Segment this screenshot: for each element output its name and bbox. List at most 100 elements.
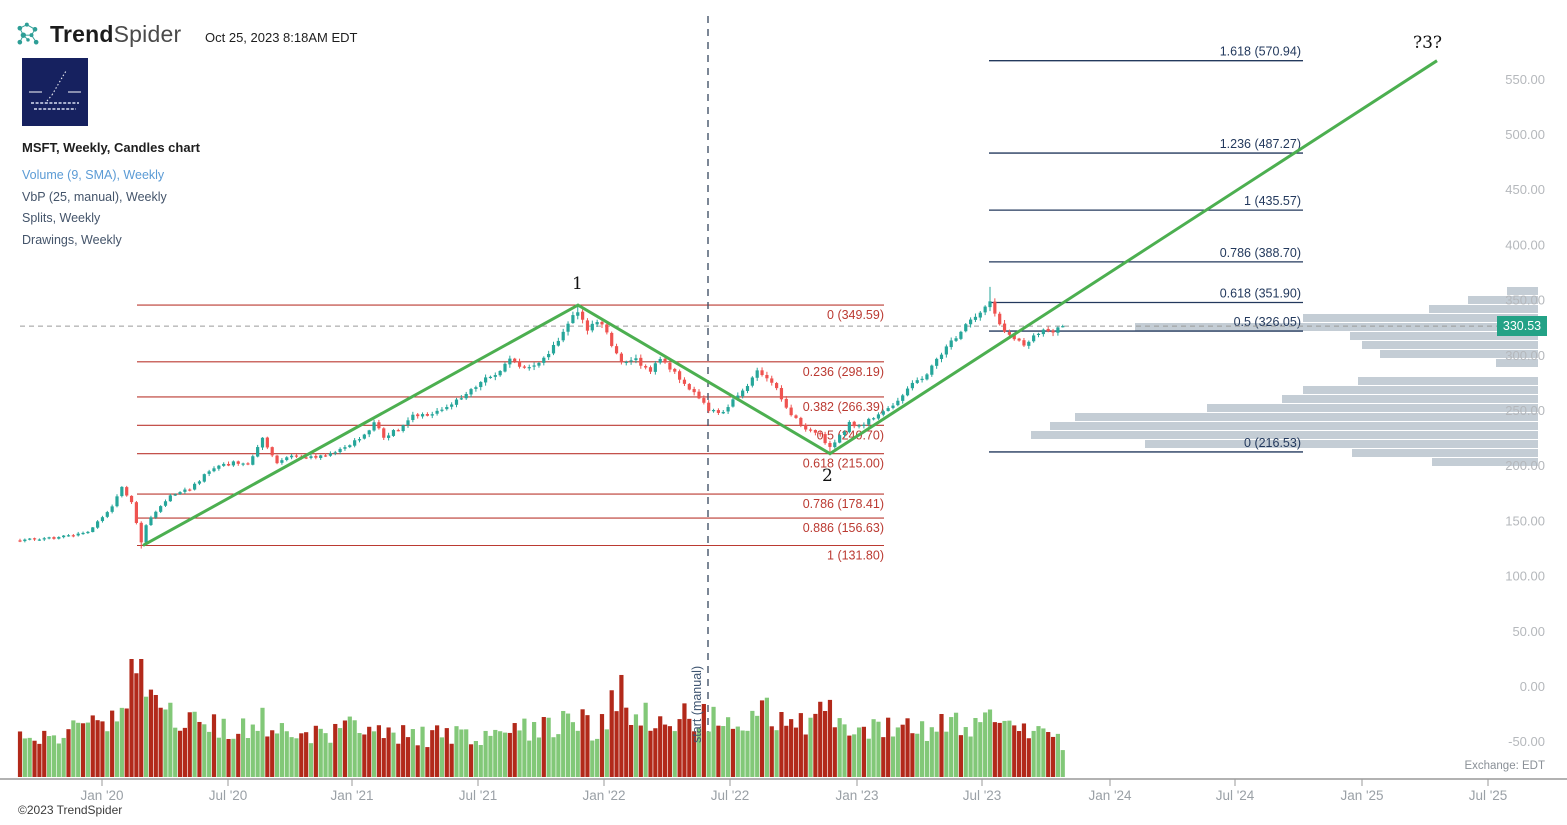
volume-bar <box>76 722 81 777</box>
volume-bar <box>177 730 183 777</box>
volume-bar <box>100 721 105 777</box>
candle-body <box>105 512 109 517</box>
candle-body <box>905 388 910 396</box>
candle-body <box>522 366 526 368</box>
fib-extension-label: 0 (216.53) <box>1244 436 1301 450</box>
fib-extension-label: 1.618 (570.94) <box>1220 45 1301 59</box>
volume-bar <box>692 731 697 777</box>
candle-body <box>86 531 90 534</box>
volume-bar <box>687 718 692 777</box>
x-axis-label: Jul '24 <box>1216 788 1255 803</box>
volume-bar <box>803 734 808 777</box>
candle-body <box>964 324 968 332</box>
volume-bar <box>328 742 333 777</box>
volume-bar <box>197 721 202 777</box>
volume-bar <box>1046 732 1051 777</box>
candle-body <box>896 400 900 406</box>
volume-bar <box>17 731 23 777</box>
volume-bar <box>701 703 706 777</box>
volume-bar <box>997 722 1002 777</box>
candle-body <box>391 430 396 436</box>
volume-bar <box>716 725 721 777</box>
volume-bar <box>546 717 551 777</box>
trend-projection-line[interactable] <box>142 59 1438 547</box>
vbp-row <box>1075 413 1538 421</box>
candle-body <box>973 316 978 320</box>
volume-bar <box>1055 733 1060 777</box>
volume-bar <box>648 730 653 777</box>
volume-bar <box>144 696 149 777</box>
volume-bar <box>304 732 309 777</box>
volume-bar <box>357 733 362 777</box>
candle-body <box>935 358 939 366</box>
volume-bar <box>1031 730 1036 777</box>
candle-body <box>726 407 730 412</box>
volume-bar <box>396 743 401 777</box>
volume-bar <box>347 716 352 777</box>
wave-point-2-label[interactable]: 2 <box>822 466 833 486</box>
volume-bar <box>987 709 993 777</box>
volume-bar <box>624 707 629 777</box>
candle-body <box>464 393 468 399</box>
volume-bar <box>789 719 794 777</box>
volume-bar <box>900 724 905 777</box>
volume-bar <box>784 725 789 777</box>
wave-point-1-label[interactable]: 1 <box>572 274 583 294</box>
vbp-row <box>1145 440 1538 448</box>
candle-body <box>508 358 512 365</box>
candle-body <box>610 332 614 346</box>
legend-item-volume[interactable]: Volume (9, SMA), Weekly <box>22 168 165 182</box>
volume-bar <box>1007 720 1012 777</box>
volume-bar <box>745 730 750 777</box>
volume-bar <box>42 730 47 777</box>
candle-body <box>808 429 813 431</box>
vbp-row <box>1507 287 1538 295</box>
y-axis-label: 300.00 <box>1505 348 1545 363</box>
volume-bar <box>95 720 100 777</box>
legend-item-drawings[interactable]: Drawings, Weekly <box>22 232 122 247</box>
volume-bar <box>915 733 920 777</box>
volume-bar <box>1026 738 1031 777</box>
candle-body <box>590 323 594 331</box>
volume-bar <box>682 703 687 777</box>
volume-bar <box>51 735 57 777</box>
candle-body <box>799 417 803 425</box>
volume-bar <box>90 715 95 777</box>
candle-body <box>881 411 885 415</box>
volume-bar <box>677 719 682 777</box>
wave-point-3-label[interactable]: ?3? <box>1413 33 1443 53</box>
volume-bar <box>861 726 866 777</box>
candle-body <box>348 445 352 448</box>
candle-body <box>372 422 376 431</box>
candle-body <box>716 410 720 413</box>
candle-body <box>304 457 308 459</box>
volume-bar <box>284 731 289 777</box>
candle-body <box>222 463 226 466</box>
candle-body <box>251 456 255 465</box>
candle-body <box>62 535 66 538</box>
volume-bar <box>216 737 221 777</box>
volume-bar <box>958 735 963 777</box>
vbp-row <box>1303 314 1538 322</box>
candle-body <box>736 395 740 400</box>
candle-body <box>629 360 633 362</box>
volume-bar <box>759 700 765 777</box>
candle-body <box>833 442 837 448</box>
legend-item-vbp[interactable]: VbP (25, manual), Weekly <box>22 189 167 204</box>
candle-body <box>721 411 725 414</box>
candle-body <box>260 437 265 448</box>
volume-bar <box>211 714 217 777</box>
volume-bar <box>459 729 464 777</box>
candle-body <box>154 511 158 518</box>
volume-bar <box>1017 731 1022 777</box>
volume-bar <box>71 720 76 777</box>
legend-item-splits[interactable]: Splits, Weekly <box>22 211 101 225</box>
volume-bar <box>381 738 386 777</box>
candle-body <box>100 517 105 522</box>
volume-bar <box>129 659 134 777</box>
candle-body <box>28 538 32 540</box>
volume-bar <box>580 709 585 777</box>
volume-bar <box>551 737 556 777</box>
candle-body <box>163 501 168 506</box>
